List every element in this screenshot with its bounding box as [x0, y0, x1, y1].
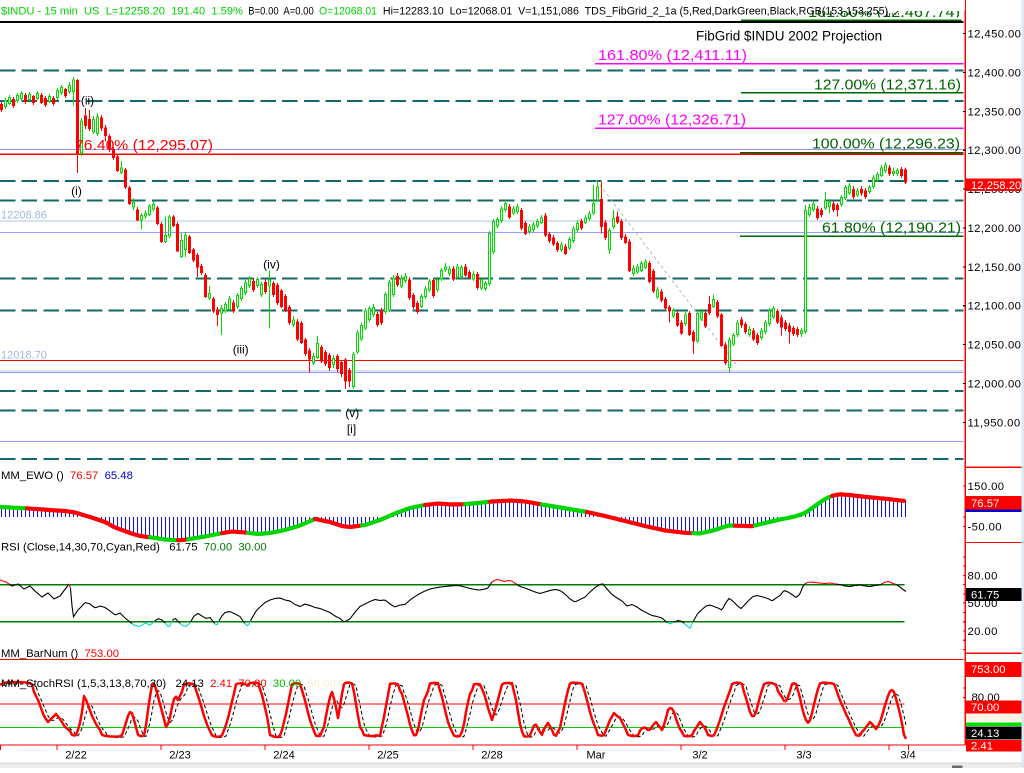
svg-text:(iii): (iii) — [233, 343, 249, 357]
svg-text:20.00: 20.00 — [968, 626, 998, 638]
svg-text:MM_EWO () 76.57 65.48: MM_EWO () 76.57 65.48 — [1, 470, 133, 482]
svg-text:12208.86: 12208.86 — [1, 210, 47, 222]
svg-text:(v): (v) — [345, 406, 359, 420]
svg-text:76.57: 76.57 — [971, 498, 999, 510]
svg-text:12,000.00: 12,000.00 — [968, 379, 1022, 391]
svg-text:RSI (Close,14,30,70,Cyan,Red): RSI (Close,14,30,70,Cyan,Red) 61.75 70.0… — [1, 542, 267, 554]
svg-text:12,450.00: 12,450.00 — [968, 29, 1022, 41]
svg-text:12,150.00: 12,150.00 — [968, 262, 1022, 274]
svg-text:76.40% (12,295.07): 76.40% (12,295.07) — [75, 137, 213, 154]
svg-text:61.75: 61.75 — [971, 590, 999, 602]
svg-text:MM_BarNum () 753.00: MM_BarNum () 753.00 — [1, 648, 119, 660]
svg-text:12,100.00: 12,100.00 — [968, 301, 1022, 313]
svg-text:753.00: 753.00 — [971, 664, 1006, 676]
svg-text:150.00: 150.00 — [968, 481, 1005, 493]
svg-text:FibGrid $INDU 2002 Projection: FibGrid $INDU 2002 Projection — [696, 29, 882, 44]
svg-text:-50.00: -50.00 — [968, 522, 1002, 534]
svg-text:12,258.20: 12,258.20 — [971, 180, 1021, 192]
svg-text:(i): (i) — [71, 184, 82, 198]
svg-text:(ii): (ii) — [81, 94, 94, 108]
svg-text:127.00% (12,326.71): 127.00% (12,326.71) — [598, 112, 746, 129]
svg-text:2/25: 2/25 — [377, 750, 398, 762]
svg-text:12,400.00: 12,400.00 — [968, 67, 1022, 79]
svg-text:12,300.00: 12,300.00 — [968, 145, 1022, 157]
svg-text:$INDU - 15 min US L=12258.20: $INDU - 15 min US L=12258.20 191.40 1.59… — [1, 6, 900, 18]
svg-text:3/2: 3/2 — [692, 750, 707, 762]
svg-text:12,200.00: 12,200.00 — [968, 223, 1022, 235]
svg-text:3/3: 3/3 — [796, 750, 811, 762]
svg-text:161.80% (12,411.11): 161.80% (12,411.11) — [598, 47, 747, 64]
svg-text:[i]: [i] — [347, 422, 356, 436]
svg-text:2/22: 2/22 — [65, 750, 86, 762]
svg-text:12,050.00: 12,050.00 — [968, 340, 1022, 352]
svg-text:(iv): (iv) — [263, 258, 280, 272]
svg-text:80.00: 80.00 — [968, 570, 998, 582]
svg-text:MM_StochRSI (1,5,3,13,8,70,30): MM_StochRSI (1,5,3,13,8,70,30) 24.13 2.4… — [1, 678, 336, 690]
svg-text:Mar: Mar — [587, 750, 606, 762]
svg-text:3/4: 3/4 — [900, 750, 915, 762]
svg-text:24.13: 24.13 — [971, 728, 999, 740]
svg-text:61.80% (12,190.21): 61.80% (12,190.21) — [822, 219, 961, 236]
svg-text:2.41: 2.41 — [971, 741, 993, 753]
svg-text:70.00: 70.00 — [971, 702, 999, 714]
svg-text:2/23: 2/23 — [169, 750, 190, 762]
svg-text:100.00% (12,296.23): 100.00% (12,296.23) — [812, 135, 960, 152]
svg-text:127.00% (12,371.16): 127.00% (12,371.16) — [814, 76, 961, 93]
svg-text:11,950.00: 11,950.00 — [968, 417, 1021, 429]
svg-text:2/28: 2/28 — [481, 750, 502, 762]
svg-text:2/24: 2/24 — [273, 750, 294, 762]
svg-text:12,350.00: 12,350.00 — [968, 106, 1022, 118]
svg-text:12018.70: 12018.70 — [1, 349, 47, 361]
